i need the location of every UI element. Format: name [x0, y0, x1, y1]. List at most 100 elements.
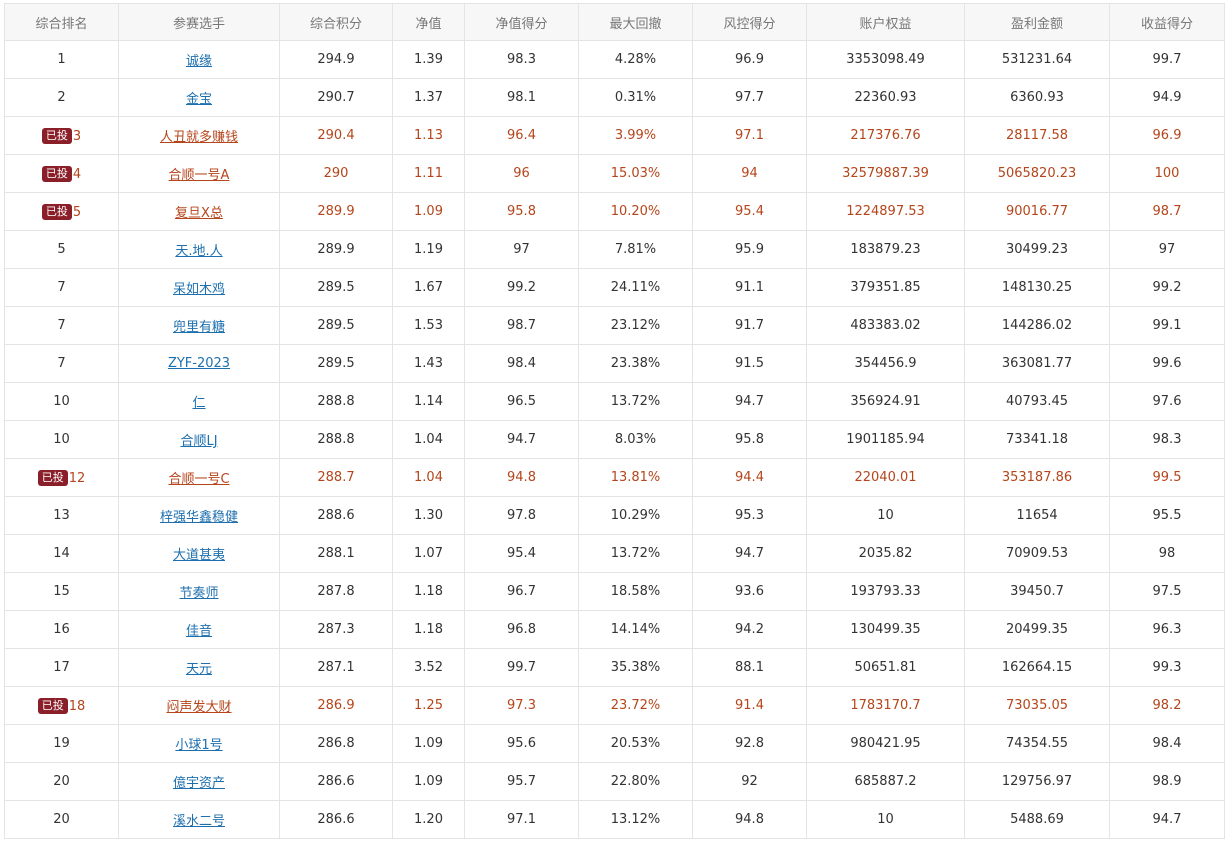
max-drawdown-cell: 8.03%: [578, 420, 693, 459]
player-link[interactable]: ZYF-2023: [167, 356, 231, 371]
total-score-cell: 290.7: [279, 78, 393, 117]
account-equity-cell: 1783170.7: [806, 686, 965, 725]
header-net-value[interactable]: 净值: [392, 3, 465, 41]
net-value-score-cell: 95.6: [464, 724, 579, 763]
net-value-score-cell: 95.7: [464, 762, 579, 801]
total-score-cell: 286.6: [279, 762, 393, 801]
header-profit-amount[interactable]: 盈利金额: [964, 3, 1110, 41]
player-link[interactable]: 小球1号: [175, 738, 223, 753]
table-row: 10 合顺LJ 288.8 1.04 94.7 8.03% 95.8 1901185.94 73…: [4, 420, 1225, 459]
account-equity-cell: 1901185.94: [806, 420, 965, 459]
header-row: 综合排名 参赛选手 综合积分 净值 净值得分 最大回撤 风控得分 账户权益 盈利…: [4, 3, 1225, 41]
rank-cell: 5: [4, 230, 119, 269]
return-score-cell: 96.9: [1109, 116, 1225, 155]
player-cell: 兜里有糖: [118, 306, 280, 345]
rank-value: 20: [53, 812, 70, 827]
risk-score-cell: 91.7: [692, 306, 807, 345]
return-score-cell: 99.7: [1109, 40, 1225, 79]
rank-value: 17: [53, 660, 70, 675]
total-score-cell: 287.3: [279, 610, 393, 649]
risk-score-cell: 91.1: [692, 268, 807, 307]
return-score-cell: 97.5: [1109, 572, 1225, 611]
table-row: 1 诚缘 294.9 1.39 98.3 4.28% 96.9 3353098.49 53123…: [4, 40, 1225, 79]
table-row: 已投 12 合顺一号C 288.7 1.04 94.8 13.81% 94.4 22040.01…: [4, 458, 1225, 497]
profit-amount-cell: 148130.25: [964, 268, 1110, 307]
net-value-score-cell: 96: [464, 154, 579, 193]
player-cell: 仁: [118, 382, 280, 421]
account-equity-cell: 3353098.49: [806, 40, 965, 79]
max-drawdown-cell: 14.14%: [578, 610, 693, 649]
table-row: 2 金宝 290.7 1.37 98.1 0.31% 97.7 22360.93 6360.93…: [4, 78, 1225, 117]
rank-value: 5: [57, 242, 66, 257]
player-link[interactable]: 億宇资产: [172, 776, 225, 791]
max-drawdown-cell: 13.81%: [578, 458, 693, 497]
return-score-cell: 99.1: [1109, 306, 1225, 345]
rank-value: 20: [53, 774, 70, 789]
net-value-cell: 1.14: [392, 382, 465, 421]
rank-cell: 已投 12: [4, 458, 119, 497]
player-link[interactable]: 梓强华鑫稳健: [159, 510, 238, 525]
rank-cell: 1: [4, 40, 119, 79]
total-score-cell: 286.8: [279, 724, 393, 763]
account-equity-cell: 685887.2: [806, 762, 965, 801]
player-cell: 合顺一号C: [118, 458, 280, 497]
max-drawdown-cell: 0.31%: [578, 78, 693, 117]
player-link[interactable]: 金宝: [185, 92, 212, 107]
net-value-cell: 1.30: [392, 496, 465, 535]
player-link[interactable]: 天.地.人: [175, 244, 223, 259]
rank-cell: 已投 3: [4, 116, 119, 155]
account-equity-cell: 130499.35: [806, 610, 965, 649]
player-link[interactable]: 人丑就多赚钱: [159, 130, 238, 145]
net-value-cell: 1.18: [392, 572, 465, 611]
ranking-table: 综合排名 参赛选手 综合积分 净值 净值得分 最大回撤 风控得分 账户权益 盈利…: [4, 3, 1225, 839]
return-score-cell: 96.3: [1109, 610, 1225, 649]
header-max-drawdown[interactable]: 最大回撤: [578, 3, 693, 41]
header-risk-score[interactable]: 风控得分: [692, 3, 807, 41]
account-equity-cell: 32579887.39: [806, 154, 965, 193]
net-value-cell: 1.11: [392, 154, 465, 193]
player-link[interactable]: 仁: [192, 396, 206, 411]
return-score-cell: 98.3: [1109, 420, 1225, 459]
risk-score-cell: 91.5: [692, 344, 807, 383]
risk-score-cell: 95.3: [692, 496, 807, 535]
player-link[interactable]: 诚缘: [185, 54, 212, 69]
player-link[interactable]: 兜里有糖: [172, 320, 225, 335]
rank-value: 10: [53, 432, 70, 447]
header-return-score[interactable]: 收益得分: [1109, 3, 1225, 41]
player-cell: 億宇资产: [118, 762, 280, 801]
max-drawdown-cell: 10.29%: [578, 496, 693, 535]
header-account-equity[interactable]: 账户权益: [806, 3, 965, 41]
player-link[interactable]: 节奏师: [179, 586, 219, 601]
header-total-score[interactable]: 综合积分: [279, 3, 393, 41]
player-link[interactable]: 大道甚夷: [172, 548, 225, 563]
player-link[interactable]: 呆如木鸡: [172, 282, 225, 297]
player-link[interactable]: 闷声发大财: [166, 700, 232, 715]
player-link[interactable]: 合顺一号A: [168, 168, 230, 183]
net-value-score-cell: 98.7: [464, 306, 579, 345]
player-link[interactable]: 复旦X总: [175, 206, 223, 221]
total-score-cell: 286.6: [279, 800, 393, 839]
player-cell: 溪水二号: [118, 800, 280, 839]
total-score-cell: 294.9: [279, 40, 393, 79]
header-net-value-score[interactable]: 净值得分: [464, 3, 579, 41]
net-value-cell: 1.39: [392, 40, 465, 79]
return-score-cell: 98.9: [1109, 762, 1225, 801]
account-equity-cell: 483383.02: [806, 306, 965, 345]
profit-amount-cell: 162664.15: [964, 648, 1110, 687]
table-row: 16 佳音 287.3 1.18 96.8 14.14% 94.2 130499.35 2049…: [4, 610, 1225, 649]
total-score-cell: 287.8: [279, 572, 393, 611]
invested-badge: 已投: [37, 469, 68, 486]
rank-cell: 20: [4, 800, 119, 839]
return-score-cell: 99.2: [1109, 268, 1225, 307]
max-drawdown-cell: 35.38%: [578, 648, 693, 687]
player-link[interactable]: 佳音: [185, 624, 212, 639]
header-player[interactable]: 参赛选手: [118, 3, 280, 41]
header-rank[interactable]: 综合排名: [4, 3, 119, 41]
rank-cell: 已投 18: [4, 686, 119, 725]
rank-value: 7: [57, 318, 66, 333]
player-link[interactable]: 合顺LJ: [180, 434, 218, 449]
rank-cell: 17: [4, 648, 119, 687]
player-link[interactable]: 溪水二号: [172, 814, 225, 829]
player-link[interactable]: 天元: [185, 662, 212, 677]
player-link[interactable]: 合顺一号C: [168, 472, 230, 487]
